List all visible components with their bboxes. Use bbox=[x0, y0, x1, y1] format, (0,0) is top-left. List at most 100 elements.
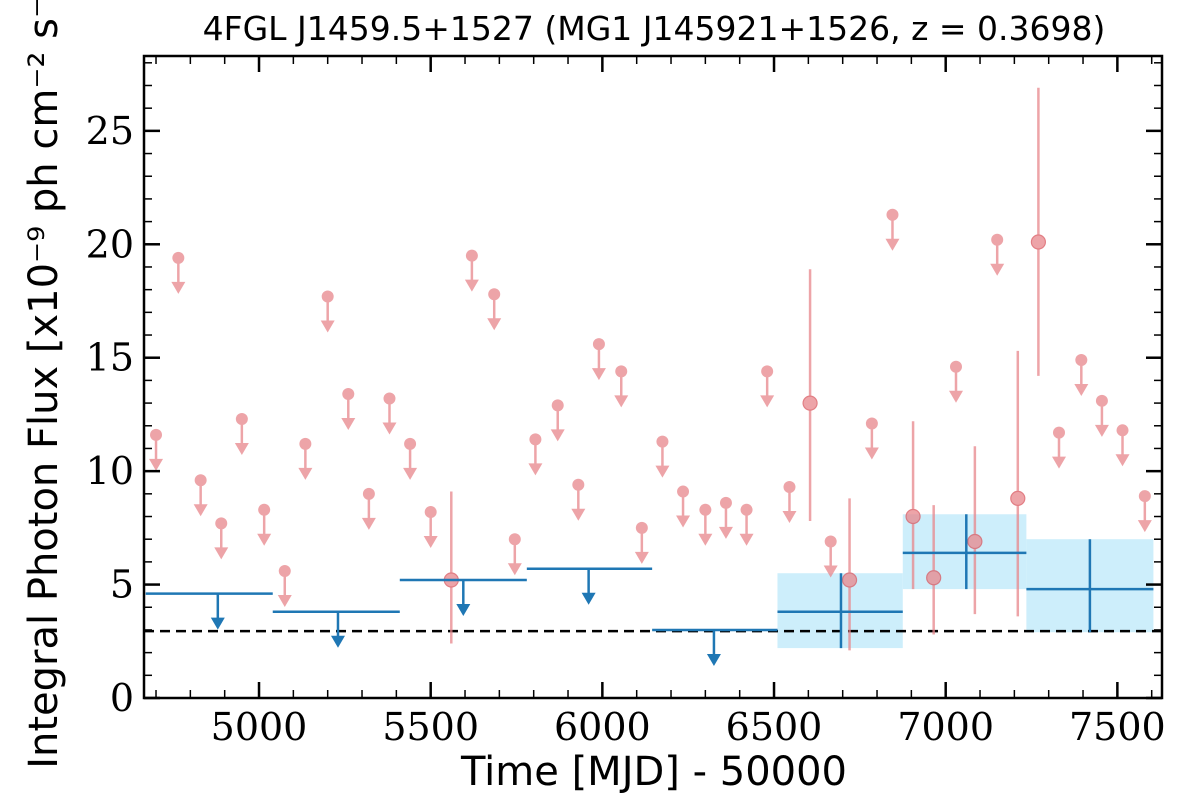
short-bin-upper-limit bbox=[214, 517, 229, 560]
upper-limit-marker bbox=[761, 365, 774, 378]
long-bin-arrow bbox=[456, 604, 471, 617]
short-bin-upper-limit bbox=[464, 249, 479, 292]
short-bin-upper-limit bbox=[320, 290, 335, 333]
short-bin-upper-limit bbox=[739, 503, 754, 546]
upper-limit-marker bbox=[949, 360, 962, 373]
long-bin-upper-limit bbox=[526, 567, 653, 605]
y-axis-label: Integral Photon Flux [x10⁻⁹ ph cm⁻² s⁻¹] bbox=[21, 0, 67, 769]
upper-limit-marker bbox=[465, 249, 478, 262]
short-bin-upper-limit bbox=[698, 503, 713, 546]
upper-limit-arrow bbox=[591, 368, 606, 381]
upper-limit-marker bbox=[783, 481, 796, 494]
upper-limit-arrow bbox=[1137, 520, 1152, 533]
upper-limit-marker bbox=[508, 533, 521, 546]
short-bin-upper-limit bbox=[1051, 426, 1066, 469]
upper-limit-arrow bbox=[698, 533, 713, 546]
short-bin-upper-limit bbox=[1115, 424, 1130, 467]
upper-limit-marker bbox=[321, 290, 334, 303]
short-bin-upper-limit bbox=[948, 360, 963, 403]
upper-limit-marker bbox=[1138, 490, 1151, 503]
short-bin-detection bbox=[841, 498, 858, 651]
upper-limit-arrow bbox=[403, 467, 418, 480]
long-bin-upper-limit bbox=[145, 592, 273, 630]
upper-limit-marker bbox=[740, 503, 753, 516]
axes: 5000 5500 6000 6500 7000 7500 0 5 10 15 20 25 bbox=[86, 54, 1166, 749]
upper-limit-arrow bbox=[1074, 383, 1089, 396]
short-bin-upper-limit bbox=[382, 392, 397, 435]
y-tick-label: 25 bbox=[86, 109, 134, 153]
short-bin-upper-limit bbox=[1094, 394, 1109, 437]
detection-marker bbox=[967, 533, 983, 550]
plot-frame bbox=[142, 54, 1164, 700]
upper-limit-marker bbox=[215, 517, 228, 530]
y-tick-label: 5 bbox=[110, 563, 134, 607]
y-tick-label: 10 bbox=[86, 449, 134, 493]
upper-limit-arrow bbox=[361, 517, 376, 530]
upper-limit-arrow bbox=[277, 594, 292, 607]
short-bin-upper-limit bbox=[1074, 353, 1089, 396]
short-bin-upper-limit bbox=[403, 437, 418, 480]
upper-limit-marker bbox=[592, 338, 605, 351]
short-bin-detection bbox=[926, 505, 942, 635]
detection-marker bbox=[926, 570, 942, 586]
upper-limit-marker bbox=[299, 437, 312, 450]
short-bin-upper-limit bbox=[257, 503, 272, 546]
short-bin-upper-limit bbox=[171, 251, 186, 294]
upper-limit-arrow bbox=[214, 547, 229, 560]
short-bin-upper-limit bbox=[361, 487, 376, 530]
short-bin-upper-limit bbox=[571, 478, 586, 521]
upper-limit-marker bbox=[172, 251, 185, 264]
upper-limit-marker bbox=[615, 365, 628, 378]
x-tick-label: 5000 bbox=[211, 705, 308, 749]
short-bin-detection bbox=[1030, 87, 1046, 376]
upper-limit-marker bbox=[529, 433, 542, 446]
upper-limit-arrow bbox=[1051, 456, 1066, 469]
upper-limit-marker bbox=[656, 435, 669, 448]
y-tick-label: 15 bbox=[86, 336, 134, 380]
chart-title: 4FGL J1459.5+1527 (MG1 J145921+1526, z =… bbox=[203, 9, 1106, 48]
upper-limit-marker bbox=[150, 428, 163, 441]
y-tick-label: 0 bbox=[110, 676, 134, 720]
long-bin-detection bbox=[1026, 539, 1154, 633]
short-bin-upper-limit bbox=[718, 496, 733, 539]
short-bin-detection bbox=[1010, 350, 1026, 617]
long-bin-arrow bbox=[210, 617, 225, 630]
upper-limit-arrow bbox=[990, 263, 1005, 276]
upper-limit-arrow bbox=[782, 511, 797, 524]
short-bin-upper-limit bbox=[193, 474, 208, 517]
upper-limit-arrow bbox=[341, 418, 356, 431]
long-bin-upper-limit bbox=[399, 578, 527, 617]
upper-limit-arrow bbox=[885, 238, 900, 251]
upper-limit-marker bbox=[886, 208, 899, 221]
upper-limit-arrow bbox=[320, 320, 335, 333]
x-tick-label: 7000 bbox=[897, 705, 994, 749]
short-bin-upper-limit bbox=[614, 365, 629, 408]
upper-limit-arrow bbox=[614, 395, 629, 408]
upper-limit-marker bbox=[404, 437, 417, 450]
upper-limit-marker bbox=[362, 487, 375, 500]
short-bin-detection bbox=[967, 446, 983, 615]
short-bin-upper-limit bbox=[1137, 490, 1152, 533]
long-bin-upper-limit bbox=[272, 610, 400, 648]
short-bin-upper-limit bbox=[885, 208, 900, 251]
upper-limit-marker bbox=[278, 564, 291, 577]
upper-limit-arrow bbox=[528, 463, 543, 476]
short-bin-upper-limit bbox=[760, 365, 775, 408]
short-bin-upper-limit bbox=[591, 338, 606, 381]
upper-limit-arrow bbox=[149, 458, 164, 471]
short-bin-series bbox=[149, 87, 1152, 651]
detection-marker bbox=[802, 395, 818, 411]
upper-limit-arrow bbox=[634, 551, 649, 564]
detection-marker bbox=[1010, 490, 1026, 506]
long-bin-detection bbox=[777, 573, 903, 649]
upper-limit-marker bbox=[865, 417, 878, 430]
upper-limit-marker bbox=[235, 412, 248, 425]
short-bin-upper-limit bbox=[234, 412, 249, 455]
x-tick-label: 6000 bbox=[554, 705, 651, 749]
short-bin-detection bbox=[905, 421, 921, 590]
short-bin-upper-limit bbox=[277, 564, 292, 607]
upper-limit-arrow bbox=[1115, 454, 1130, 467]
long-bin-arrow bbox=[330, 635, 345, 648]
upper-limit-marker bbox=[342, 388, 355, 401]
x-tick-label: 6500 bbox=[726, 705, 823, 749]
